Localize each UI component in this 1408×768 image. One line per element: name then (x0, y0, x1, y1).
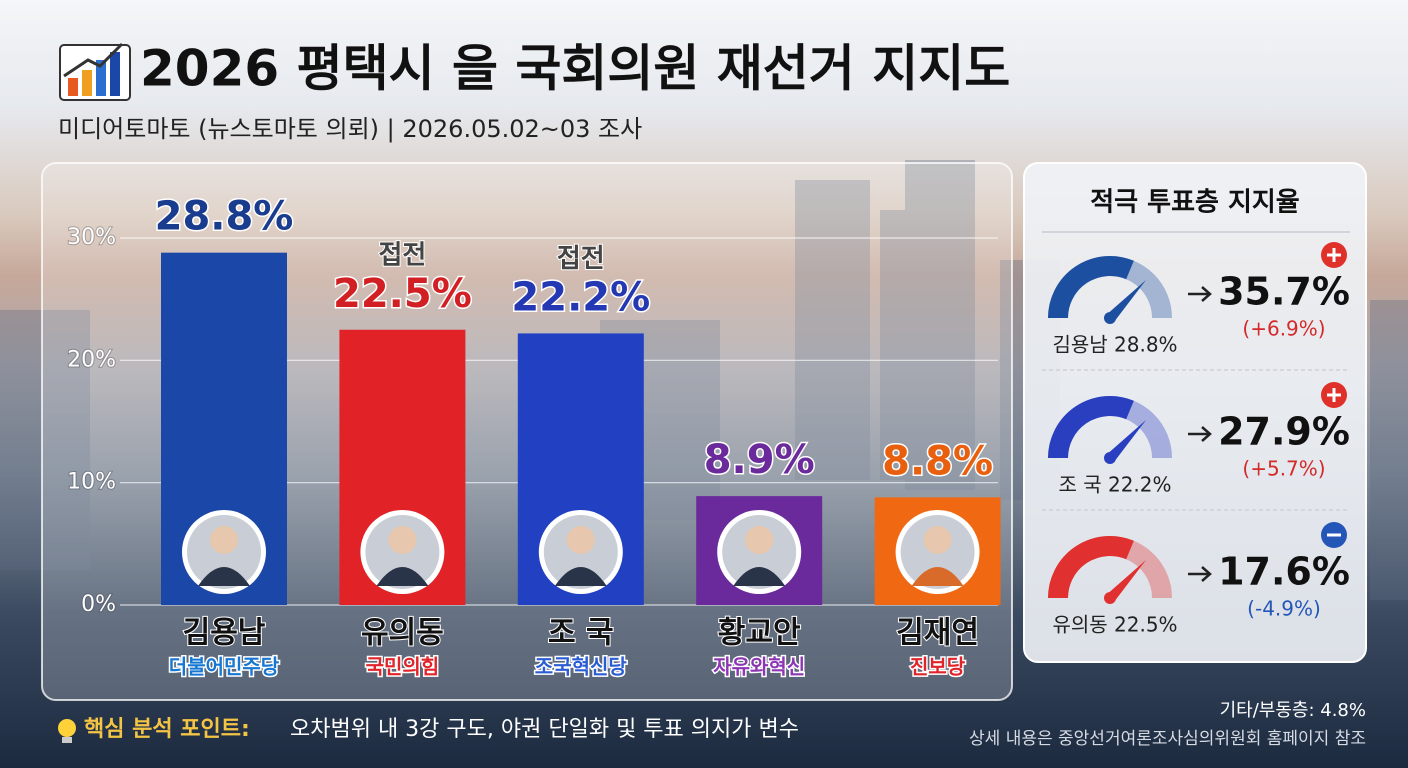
portrait-body (911, 567, 964, 586)
party-label: 국민의힘 (366, 655, 440, 679)
portrait-head (745, 526, 774, 554)
gauge-fill (1048, 396, 1134, 459)
arrow (1188, 286, 1212, 302)
annotation: 접전 (557, 244, 605, 274)
portrait-head (566, 526, 595, 554)
portrait-head (923, 526, 952, 554)
portrait-body (198, 567, 250, 586)
portrait-body (733, 567, 786, 586)
x-tick-label: 황교안 (718, 616, 801, 651)
gauge-needle (1105, 280, 1146, 322)
value-label: 22.5% (333, 271, 472, 317)
value-label: 28.8% (155, 194, 294, 240)
gauge-hub (1104, 312, 1116, 324)
sign-glyph (1327, 388, 1341, 402)
gauge-needle (1105, 420, 1146, 462)
active-value: 17.6% (1218, 550, 1350, 594)
portrait (895, 510, 980, 594)
base-label: 조 국 22.2% (1058, 473, 1171, 497)
party-label: 조국혁신당 (535, 655, 628, 679)
arrow (1188, 426, 1212, 442)
gauge-hub (1104, 452, 1116, 464)
title: 2026 평택시 을 국회의원 재선거 지지도 (140, 40, 1010, 98)
side-title: 적극 투표층 지지율 (1090, 188, 1299, 218)
other-note: 기타/부동층: 4.8% (1220, 700, 1366, 721)
change-label: (+6.9%) (1242, 317, 1325, 341)
x-tick-label: 유의동 (361, 616, 444, 651)
source-note: 상세 내용은 중앙선거여론조사심의위원회 홈페이지 참조 (969, 729, 1366, 749)
annotation: 접전 (378, 240, 426, 270)
sign-glyph (1327, 248, 1341, 262)
portrait-head (388, 526, 417, 554)
gauge-needle (1105, 560, 1146, 602)
portrait (717, 510, 802, 594)
key-text: 오차범위 내 3강 구도, 야권 단일화 및 투표 의지가 변수 (290, 717, 799, 742)
arrow (1188, 566, 1212, 582)
y-tick-label: 10% (67, 470, 116, 495)
value-label: 8.8% (882, 438, 993, 484)
subtitle: 미디어토마토 (뉴스토마토 의뢰) | 2026.05.02~03 조사 (58, 115, 642, 143)
active-value: 35.7% (1218, 270, 1350, 314)
gauge-hub (1104, 592, 1116, 604)
title-icon (59, 42, 131, 101)
bulb-icon (58, 719, 76, 743)
x-tick-label: 김용남 (183, 616, 266, 651)
value-label: 8.9% (704, 437, 815, 483)
change-label: (-4.9%) (1247, 597, 1321, 621)
key-label: 핵심 분석 포인트: (84, 717, 250, 742)
gauge-fill (1048, 256, 1134, 319)
portrait (360, 510, 445, 594)
y-tick-label: 0% (81, 592, 116, 617)
y-tick-label: 30% (67, 225, 116, 250)
value-label: 22.2% (511, 274, 650, 320)
side-panel-content: 적극 투표층 지지율 김용남 28.8% 35.7% (+6.9%) 조 국 22.2… (1042, 188, 1350, 637)
party-label: 더불어민주당 (169, 655, 280, 679)
portrait (538, 510, 623, 594)
base-label: 유의동 22.5% (1052, 613, 1177, 637)
change-label: (+5.7%) (1242, 457, 1325, 481)
base-label: 김용남 28.8% (1052, 333, 1177, 357)
active-value: 27.9% (1218, 410, 1350, 454)
gauge-fill (1048, 536, 1134, 599)
portrait (182, 510, 266, 594)
party-label: 진보당 (910, 655, 966, 679)
portrait-body (376, 567, 429, 586)
portrait-head (210, 526, 238, 554)
x-tick-label: 김재연 (896, 616, 979, 651)
party-label: 자유와혁신 (713, 655, 805, 679)
x-tick-label: 조 국 (548, 616, 614, 651)
portrait-body (554, 567, 607, 586)
y-tick-label: 20% (67, 347, 116, 372)
